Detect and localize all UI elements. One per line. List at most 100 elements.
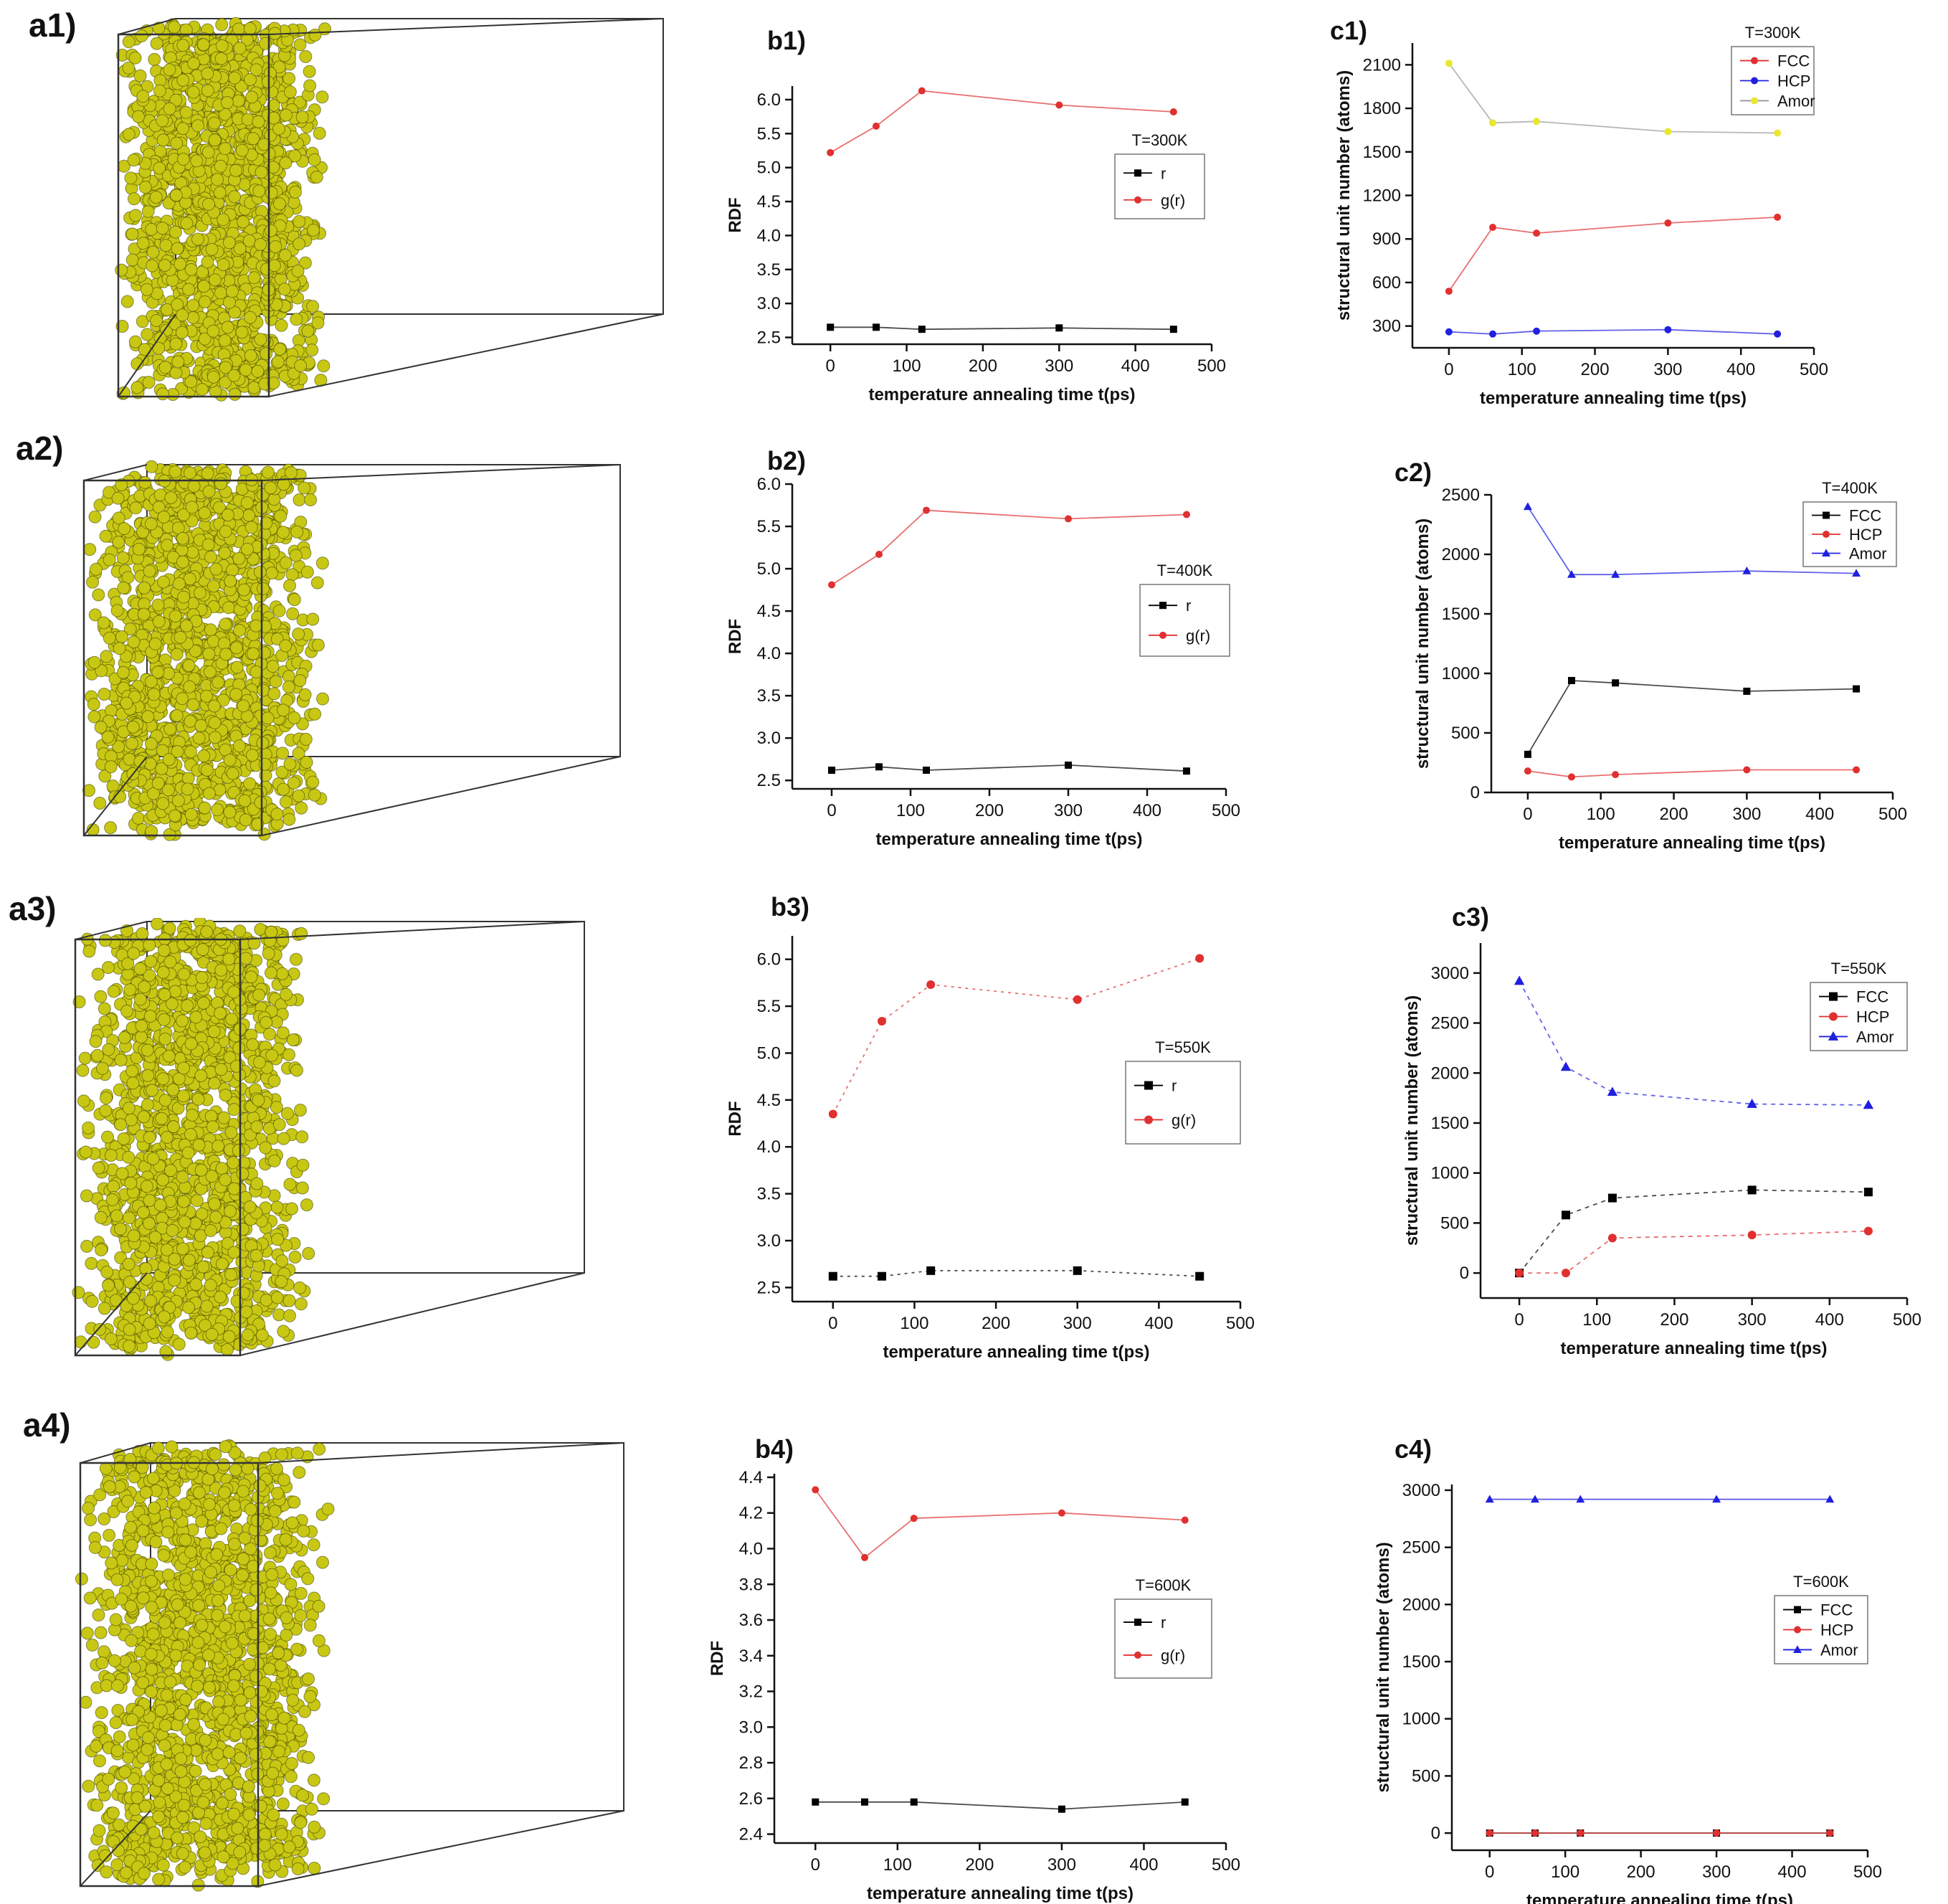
atom <box>227 985 240 999</box>
atom <box>265 224 277 237</box>
atom <box>275 967 289 980</box>
atom <box>127 153 141 167</box>
atom <box>313 1442 326 1456</box>
atom <box>201 538 215 551</box>
atom <box>282 680 295 693</box>
atom <box>182 283 195 296</box>
atom <box>113 642 126 655</box>
atom <box>259 1141 272 1155</box>
atom <box>175 326 189 339</box>
atom <box>114 1053 128 1067</box>
atom <box>253 1056 266 1069</box>
atom <box>171 745 184 758</box>
atom <box>209 731 222 744</box>
atom <box>194 1069 208 1082</box>
atom <box>247 647 260 660</box>
atom <box>123 1323 136 1337</box>
atom <box>298 481 311 495</box>
atom <box>222 952 236 966</box>
atom <box>260 347 273 361</box>
atom <box>245 90 259 104</box>
atom <box>288 593 301 607</box>
atom <box>141 204 155 218</box>
atom <box>267 111 280 125</box>
atom <box>211 803 224 817</box>
atom <box>161 539 174 552</box>
atom <box>206 1120 219 1134</box>
atom <box>280 987 293 1001</box>
atom <box>229 164 242 177</box>
atom <box>132 542 146 556</box>
atom <box>143 938 156 952</box>
atom <box>275 1254 289 1268</box>
atom <box>85 1294 99 1308</box>
atom <box>176 308 189 322</box>
atom <box>132 812 145 825</box>
atom <box>98 769 112 783</box>
atom <box>306 612 320 626</box>
atom <box>267 687 281 701</box>
atom <box>224 1126 238 1140</box>
atom <box>124 1176 138 1190</box>
atom <box>82 944 96 958</box>
atom <box>125 227 139 241</box>
atom <box>316 1555 329 1569</box>
atom <box>287 776 300 790</box>
atom <box>177 590 191 604</box>
atom <box>114 1222 127 1236</box>
atom <box>110 604 124 617</box>
atom <box>227 369 241 382</box>
atom <box>279 156 293 170</box>
atom <box>126 1076 140 1090</box>
atoms <box>115 16 331 402</box>
atom <box>143 1131 156 1145</box>
atom <box>127 635 141 649</box>
atom <box>206 324 220 338</box>
atom <box>156 222 169 235</box>
atom <box>194 719 208 732</box>
atom <box>195 383 209 397</box>
atom <box>145 825 158 838</box>
box-edge <box>268 313 664 397</box>
atom <box>183 1254 196 1267</box>
atom <box>292 627 305 641</box>
atom <box>97 616 110 630</box>
atom <box>292 789 305 802</box>
atom <box>244 349 257 362</box>
atom <box>89 1035 103 1048</box>
atom <box>162 667 176 680</box>
atom <box>272 122 285 136</box>
atom <box>162 1049 176 1063</box>
atom <box>279 795 293 809</box>
atom <box>241 113 255 126</box>
atom <box>215 39 229 52</box>
atom <box>153 161 166 175</box>
simulation-box-a2 <box>82 460 621 841</box>
atom <box>217 1111 231 1124</box>
atom <box>160 1243 174 1256</box>
atom <box>107 985 120 998</box>
atom <box>202 485 216 498</box>
atom <box>87 655 101 669</box>
atom <box>181 1146 195 1160</box>
atom <box>219 361 232 374</box>
atom <box>230 660 244 674</box>
atom <box>298 688 312 701</box>
box-edge <box>261 756 621 836</box>
atom <box>88 510 102 524</box>
atom <box>201 67 214 80</box>
atom <box>158 1310 171 1324</box>
atom <box>123 1275 136 1289</box>
atom <box>172 577 186 590</box>
atom <box>244 970 258 984</box>
atom <box>214 477 227 491</box>
atom <box>104 1332 118 1345</box>
atom <box>227 1156 240 1170</box>
atom <box>80 1189 93 1203</box>
atom <box>267 376 280 390</box>
atom <box>200 689 213 703</box>
atom <box>221 1236 234 1250</box>
atom <box>176 1014 189 1028</box>
atom <box>251 364 265 378</box>
